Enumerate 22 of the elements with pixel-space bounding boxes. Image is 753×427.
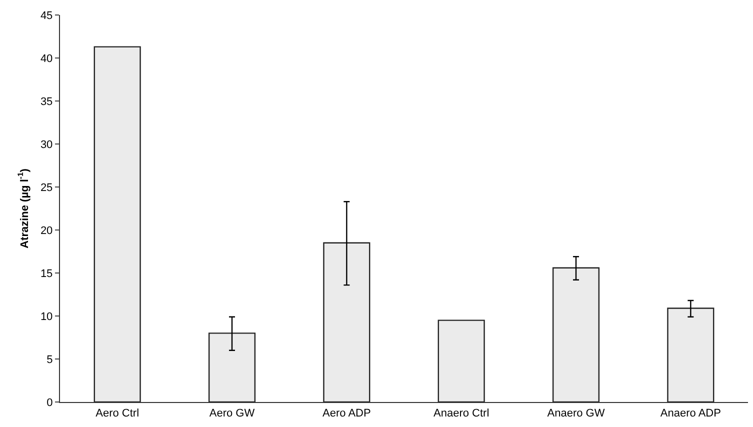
x-tick-label: Aero Ctrl	[96, 407, 140, 420]
bar	[667, 308, 714, 402]
x-tick-label: Anaero GW	[547, 407, 606, 420]
x-tick-label: Aero GW	[209, 407, 256, 420]
y-tick-label: 40	[40, 52, 53, 65]
x-tick-label: Aero ADP	[322, 407, 371, 420]
y-tick-label: 15	[40, 268, 53, 280]
y-tick-label: 25	[40, 182, 53, 194]
bar	[208, 332, 256, 402]
bar	[552, 267, 600, 402]
bar	[94, 46, 141, 402]
y-tick-label: 35	[40, 96, 53, 108]
bar	[438, 320, 485, 402]
y-tick-label: 0	[46, 396, 53, 409]
bar	[323, 242, 370, 402]
x-tick-label: Anaero Ctrl	[434, 407, 490, 420]
y-tick-label: 45	[40, 10, 53, 22]
y-tick-label: 5	[46, 354, 53, 366]
y-tick-label: 20	[40, 224, 53, 237]
x-tick-label: Anaero ADP	[660, 407, 721, 420]
y-tick-label: 10	[40, 310, 53, 323]
y-tick-label: 30	[40, 138, 53, 151]
